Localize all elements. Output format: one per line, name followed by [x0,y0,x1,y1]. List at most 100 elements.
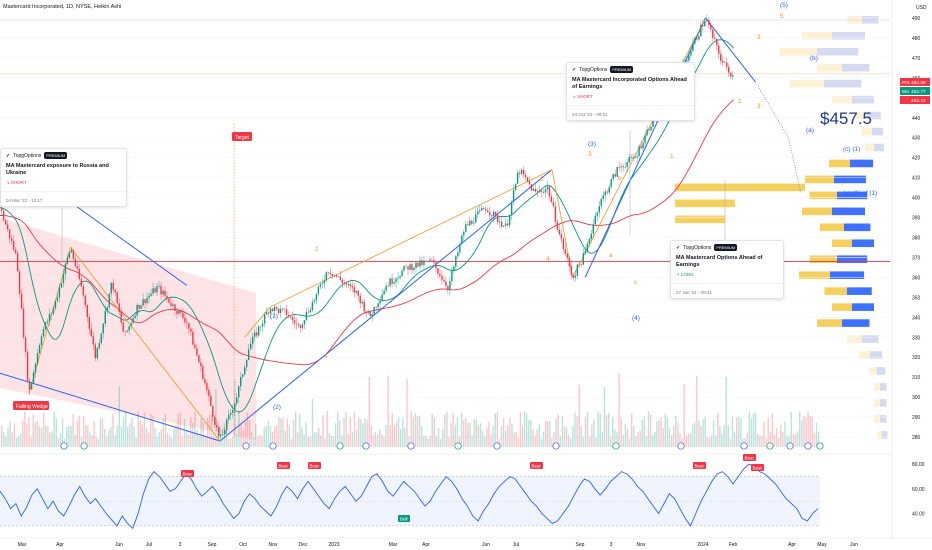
volume-profile-bar [877,367,886,375]
candle-body [608,186,610,193]
candle-body [532,188,535,191]
candle-body [36,353,39,364]
volume-bar [521,425,524,447]
volume-profile-bar [805,175,834,184]
candle-body [648,129,650,131]
volume-bar [59,432,62,447]
card-direction: ↗ LONG [676,272,694,277]
candle-body [236,397,238,404]
candle-body [90,328,92,337]
card-badge: PREMIUM [610,66,634,73]
volume-bar [5,436,7,447]
candle-body [210,395,212,407]
volume-bar [124,411,127,447]
volume-bar [101,418,104,447]
y-tick-label: 330 [912,335,921,341]
volume-bar [232,436,234,447]
candle-body [42,329,45,337]
volume-profile-bar [837,255,868,264]
candle-body [40,336,43,346]
idea-card-2[interactable]: ✓ TopgOptions PREMIUM MA Mastercard Inco… [566,62,695,121]
candle-body [297,323,300,326]
candle-body [722,60,724,63]
candle-body [481,208,483,211]
candle-body [383,290,385,295]
volume-bar [244,421,246,447]
candle-body [218,427,220,437]
bear-tag: Bear [310,464,320,469]
volume-bar [698,420,700,447]
candle-body [546,186,549,190]
candle-body [279,308,282,314]
volume-bar [330,435,333,447]
y-tick-label: 310 [912,375,921,381]
volume-bar [778,437,780,447]
volume-bar [418,415,421,447]
card-title[interactable]: MA Mastercard Options Ahead of Earnings [676,255,763,268]
wave-label: (1) [270,313,278,320]
bear-tag: Bear [753,466,763,471]
volume-bar [727,425,729,447]
price-axis[interactable]: 280 290 300 310 320 330 340 350 360 370 380 390 400 4… [891,0,930,540]
volume-bar [148,432,150,447]
time-axis[interactable]: Mar Apr Jun Jul 3 Sep Oct Nov Dec 2023 Mar Apr Jun Ju… [0,537,932,548]
volume-profile-bar [854,111,867,120]
candle-body [445,281,447,287]
volume-bar [685,435,687,447]
candle-body [487,210,489,213]
volume-bar [782,432,784,447]
event-marker-icon [60,442,68,450]
candle-body [373,307,375,315]
volume-bar [721,433,723,447]
card-title[interactable]: MA Mastercard exposure to Russia and Ukr… [6,163,109,176]
candle-body [710,25,712,30]
volume-bar [500,425,503,447]
volume-bar [217,421,219,447]
volume-bar [70,425,72,447]
candle-body [176,310,178,314]
candle-body [622,166,624,168]
candle-body [512,189,515,202]
volume-bar [404,427,406,447]
rsi-pane[interactable]: 40.00 60.00 80.00 Bear Bear Bear Bear Bear Bear B… [0,453,925,530]
volume-bar [429,435,431,447]
volume-bar [238,411,240,447]
card-title[interactable]: MA Mastercard Incorporated Options Ahead… [572,77,687,90]
candle-body [102,323,104,334]
volume-profile-bar [852,303,874,311]
price-gridlines [0,17,890,438]
candle-body [60,283,63,288]
bear-tag-bg [530,462,543,469]
candle-body [550,196,553,203]
volume-profile-bar [870,351,883,359]
card-brand: TopgOptions [579,66,608,73]
candle-body [706,20,708,21]
candle-body [411,264,413,271]
candle-body [726,62,728,67]
target-tag: Target [235,135,250,141]
volume-bar [313,432,316,447]
candle-body [564,248,567,254]
wave-label: (4) [632,315,640,322]
volume-bar [576,416,578,447]
y-tick-label: 280 [912,435,921,441]
y-tick-label: 430 [912,136,921,142]
idea-card-1[interactable]: ✓ TopgOptions PREMIUM MA Mastercard expo… [0,148,127,207]
candle-body [245,359,248,368]
candle-body [329,272,332,275]
x-tick-label: Apr [56,542,64,548]
candle-body [275,306,278,309]
volume-profile-bar [874,143,884,152]
volume-bar [292,419,295,447]
idea-card-3[interactable]: ✓ TopgOptions PREMIUM MA Mastercard Opti… [670,240,784,299]
volume-bar [206,417,209,447]
candle-body [716,38,718,46]
candle-body [558,229,561,235]
candle-body [417,262,419,267]
volume-bar [282,417,284,447]
candle-body [453,266,455,272]
candle-body [461,235,463,245]
event-marker-icon [786,442,794,450]
candle-body [228,414,230,420]
